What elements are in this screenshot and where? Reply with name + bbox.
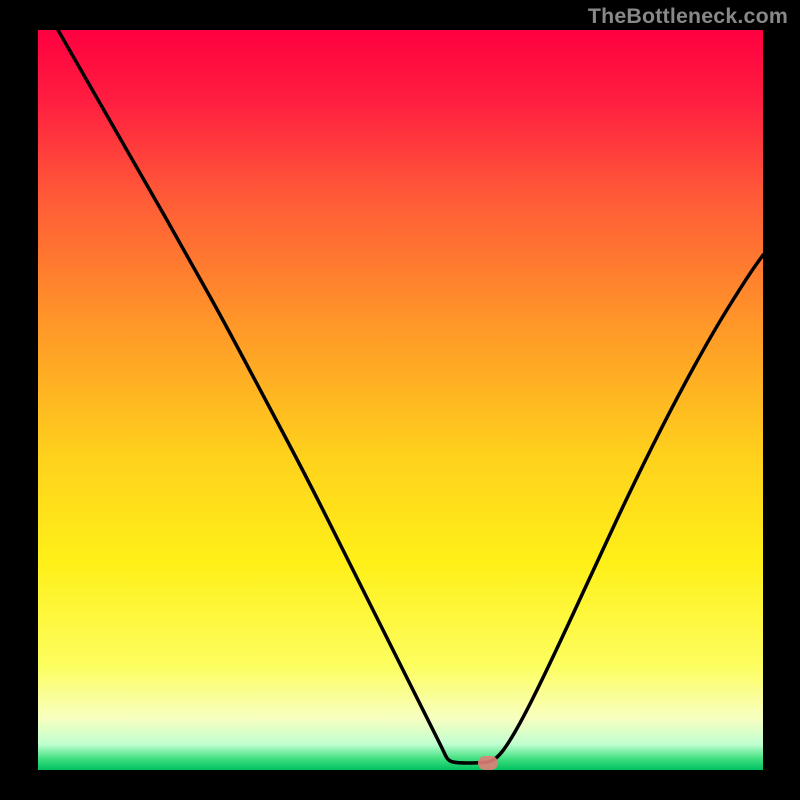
chart-frame: TheBottleneck.com bbox=[0, 0, 800, 800]
plot-area bbox=[38, 30, 763, 770]
gradient-background bbox=[38, 30, 763, 770]
watermark-text: TheBottleneck.com bbox=[588, 4, 788, 29]
optimum-marker bbox=[478, 756, 498, 770]
bottleneck-curve bbox=[38, 30, 763, 770]
